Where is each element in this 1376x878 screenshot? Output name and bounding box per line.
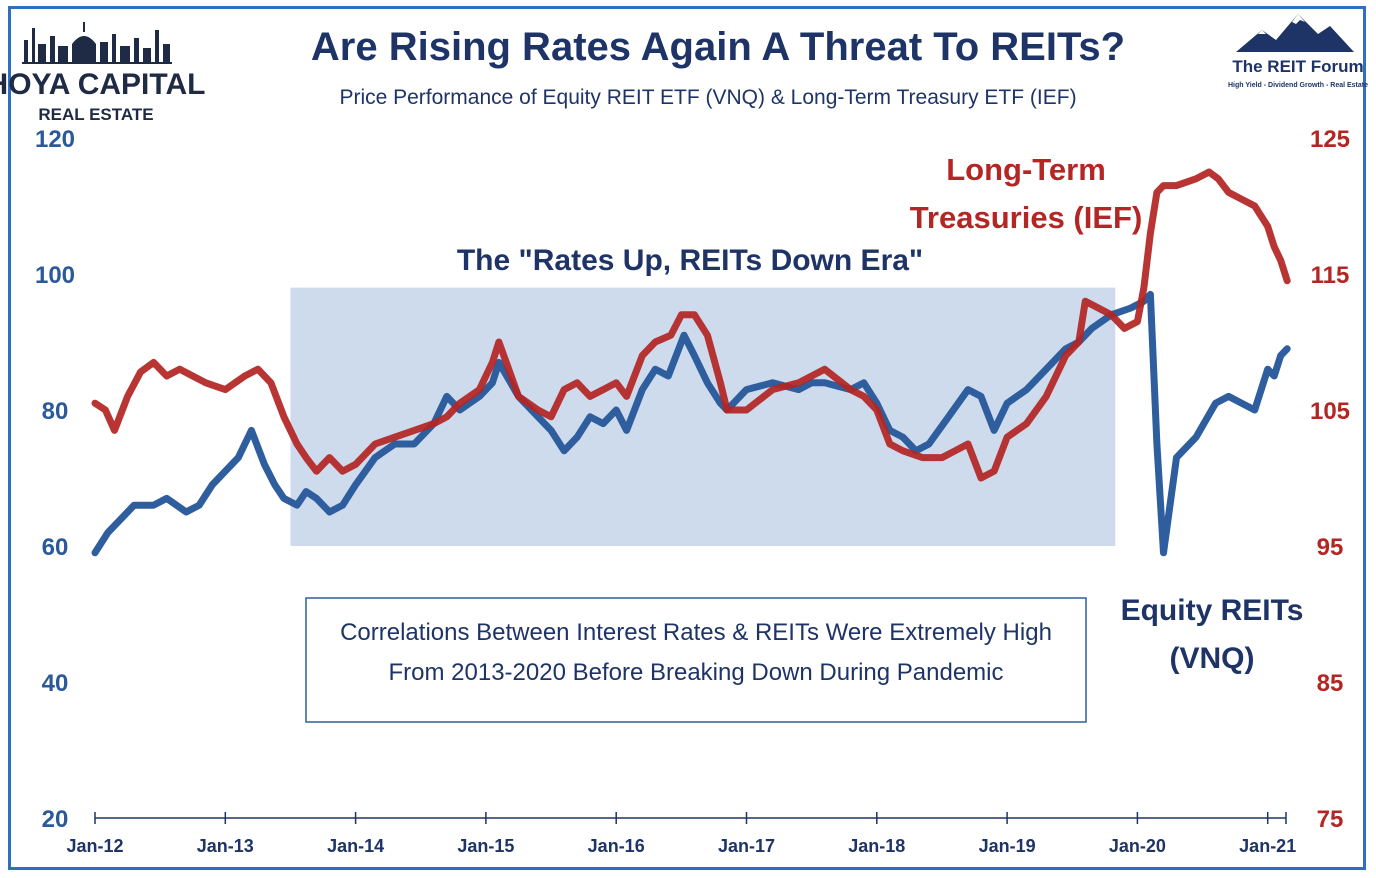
y-right-tick-label: 95 [1317, 534, 1344, 561]
ief-series-line [91, 168, 1291, 482]
y-left-tick-label: 80 [42, 398, 69, 425]
vnq-label-line-1: Equity REITs [1121, 594, 1304, 627]
x-tick-label: Jan-13 [197, 836, 254, 856]
x-tick-label: Jan-21 [1239, 836, 1296, 856]
y-axis-left: 20 40 60 80 100 120 [35, 126, 75, 833]
hoya-capital-logo: HOYA CAPITAL REAL ESTATE [0, 22, 205, 124]
vnq-label-line-2: (VNQ) [1170, 642, 1255, 675]
x-axis [94, 812, 1287, 824]
x-tick-label: Jan-15 [457, 836, 514, 856]
logo-right-name: The REIT Forum [1232, 57, 1363, 76]
y-left-tick-label: 120 [35, 126, 75, 153]
ief-label-line-2: Treasuries (IEF) [910, 200, 1143, 235]
note-line-1: Correlations Between Interest Rates & RE… [340, 619, 1052, 646]
x-tick-label: Jan-18 [848, 836, 905, 856]
logo-right-tagline: High Yield - Dividend Growth - Real Esta… [1228, 82, 1368, 89]
x-tick-label: Jan-16 [588, 836, 645, 856]
y-right-tick-label: 115 [1311, 262, 1350, 289]
y-right-tick-label: 85 [1317, 670, 1344, 697]
reit-forum-logo: The REIT Forum High Yield - Dividend Gro… [1228, 14, 1368, 89]
series-group [91, 168, 1291, 557]
y-right-tick-label: 125 [1310, 126, 1350, 153]
ief-label-line-1: Long-Term [946, 152, 1106, 187]
x-tick-label: Jan-14 [327, 836, 384, 856]
chart-title: Are Rising Rates Again A Threat To REITs… [311, 25, 1125, 69]
y-right-tick-label: 75 [1317, 806, 1344, 833]
vnq-series-line [91, 290, 1291, 557]
chart-subtitle: Price Performance of Equity REIT ETF (VN… [339, 86, 1076, 109]
note-line-2: From 2013-2020 Before Breaking Down Duri… [389, 659, 1004, 686]
skyline-icon [22, 22, 172, 64]
mountain-icon [1236, 14, 1354, 52]
y-right-tick-label: 105 [1310, 398, 1350, 425]
y-axis-right: 75 85 95 105 115 125 [1310, 126, 1350, 833]
y-left-tick-label: 20 [42, 806, 69, 833]
x-tick-label: Jan-17 [718, 836, 775, 856]
x-tick-label: Jan-19 [979, 836, 1036, 856]
note-box [305, 597, 1087, 723]
logo-left-line-1: HOYA CAPITAL [0, 68, 205, 101]
x-tick-label: Jan-20 [1109, 836, 1166, 856]
x-tick-labels: Jan-12 Jan-13 Jan-14 Jan-15 Jan-16 Jan-17 Jan-… [66, 836, 1296, 856]
y-left-tick-label: 40 [42, 670, 69, 697]
y-left-tick-label: 100 [35, 262, 75, 289]
y-left-tick-label: 60 [42, 534, 69, 561]
x-tick-label: Jan-12 [66, 836, 123, 856]
logo-left-line-2: REAL ESTATE [38, 105, 153, 124]
era-label: The "Rates Up, REITs Down Era" [457, 244, 923, 277]
